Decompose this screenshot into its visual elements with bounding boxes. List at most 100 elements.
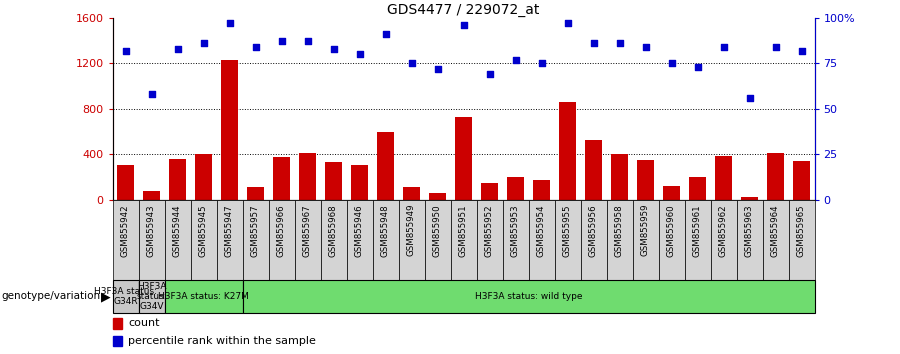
Text: GSM855948: GSM855948 (381, 204, 390, 257)
Bar (377, 132, 394, 200)
FancyBboxPatch shape (659, 200, 685, 280)
Text: GSM855963: GSM855963 (745, 204, 754, 257)
Text: GSM855946: GSM855946 (355, 204, 364, 257)
Point (327, 46, 341, 52)
Text: GSM855952: GSM855952 (485, 204, 494, 257)
Point (301, 39, 315, 44)
Bar (611, 154, 628, 200)
Text: GSM855967: GSM855967 (303, 204, 312, 257)
FancyBboxPatch shape (165, 200, 191, 280)
Bar (221, 60, 238, 200)
Text: count: count (128, 318, 159, 328)
Text: GSM855965: GSM855965 (797, 204, 806, 257)
Bar (481, 183, 498, 200)
Bar (741, 196, 758, 200)
Bar (247, 188, 264, 200)
Bar (793, 161, 810, 200)
Point (638, 44, 652, 50)
FancyBboxPatch shape (112, 200, 139, 280)
FancyBboxPatch shape (165, 280, 242, 313)
FancyBboxPatch shape (139, 280, 165, 313)
Text: GSM855962: GSM855962 (719, 204, 728, 257)
Text: GSM855949: GSM855949 (407, 204, 416, 257)
Text: GSM855955: GSM855955 (563, 204, 572, 257)
Text: H3F3A
status:
G34V: H3F3A status: G34V (136, 281, 166, 312)
Point (716, 44, 731, 50)
Point (430, 66, 445, 72)
Text: GSM855957: GSM855957 (251, 204, 260, 257)
Bar (112, 318, 122, 329)
Text: GSM855942: GSM855942 (121, 204, 130, 257)
Bar (112, 336, 122, 346)
FancyBboxPatch shape (580, 200, 607, 280)
Bar (663, 186, 680, 200)
Text: GSM855947: GSM855947 (225, 204, 234, 257)
FancyBboxPatch shape (268, 200, 294, 280)
Text: GSM855961: GSM855961 (693, 204, 702, 257)
FancyBboxPatch shape (788, 200, 814, 280)
Bar (117, 165, 134, 200)
Point (196, 40, 211, 46)
FancyBboxPatch shape (685, 200, 710, 280)
Bar (689, 177, 706, 200)
Point (690, 64, 705, 70)
Point (404, 61, 419, 66)
Bar (585, 139, 602, 200)
Bar (637, 160, 654, 200)
Point (170, 46, 184, 52)
FancyBboxPatch shape (710, 200, 736, 280)
FancyBboxPatch shape (476, 200, 502, 280)
FancyBboxPatch shape (242, 280, 814, 313)
Text: GSM855968: GSM855968 (329, 204, 338, 257)
FancyBboxPatch shape (346, 200, 373, 280)
Text: ▶: ▶ (101, 290, 111, 303)
Text: GSM855960: GSM855960 (667, 204, 676, 257)
Bar (559, 102, 576, 200)
Text: GSM855956: GSM855956 (589, 204, 598, 257)
Text: GSM855964: GSM855964 (771, 204, 780, 257)
Text: GSM855944: GSM855944 (173, 204, 182, 257)
FancyBboxPatch shape (502, 200, 528, 280)
Bar (351, 165, 368, 200)
FancyBboxPatch shape (139, 200, 165, 280)
Point (586, 40, 600, 46)
FancyBboxPatch shape (528, 200, 554, 280)
Point (664, 61, 679, 66)
Text: GSM855959: GSM855959 (641, 204, 650, 257)
Point (118, 48, 132, 53)
Point (482, 72, 497, 77)
FancyBboxPatch shape (242, 200, 268, 280)
Point (222, 20, 237, 26)
FancyBboxPatch shape (191, 200, 217, 280)
Bar (169, 159, 186, 200)
FancyBboxPatch shape (736, 200, 762, 280)
FancyBboxPatch shape (112, 280, 139, 313)
Bar (273, 157, 290, 200)
FancyBboxPatch shape (762, 200, 788, 280)
Text: H3F3A status:
G34R: H3F3A status: G34R (94, 287, 157, 306)
FancyBboxPatch shape (633, 200, 659, 280)
Text: GSM855945: GSM855945 (199, 204, 208, 257)
Bar (716, 155, 732, 200)
FancyBboxPatch shape (294, 200, 320, 280)
Bar (429, 193, 446, 200)
Point (561, 20, 575, 26)
Point (248, 44, 263, 50)
Point (769, 44, 783, 50)
Bar (767, 153, 784, 200)
FancyBboxPatch shape (320, 200, 346, 280)
Text: GSM855966: GSM855966 (277, 204, 286, 257)
Bar (403, 188, 420, 200)
Point (535, 61, 549, 66)
Text: percentile rank within the sample: percentile rank within the sample (128, 336, 316, 346)
FancyBboxPatch shape (425, 200, 451, 280)
Point (378, 31, 392, 37)
FancyBboxPatch shape (373, 200, 399, 280)
Title: GDS4477 / 229072_at: GDS4477 / 229072_at (387, 3, 540, 17)
Text: GSM855953: GSM855953 (511, 204, 520, 257)
Text: genotype/variation: genotype/variation (2, 291, 101, 302)
Point (795, 48, 809, 53)
Bar (533, 179, 550, 200)
Point (274, 39, 289, 44)
Text: H3F3A status: wild type: H3F3A status: wild type (475, 292, 582, 301)
